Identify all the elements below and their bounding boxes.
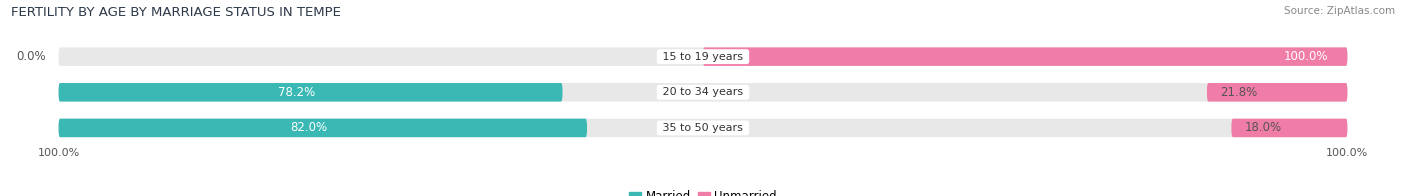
FancyBboxPatch shape (59, 119, 1347, 137)
FancyBboxPatch shape (1232, 119, 1347, 137)
FancyBboxPatch shape (59, 119, 588, 137)
Text: 100.0%: 100.0% (1326, 148, 1368, 158)
Text: 78.2%: 78.2% (278, 86, 315, 99)
Legend: Married, Unmarried: Married, Unmarried (624, 186, 782, 196)
Text: FERTILITY BY AGE BY MARRIAGE STATUS IN TEMPE: FERTILITY BY AGE BY MARRIAGE STATUS IN T… (11, 6, 342, 19)
Text: 100.0%: 100.0% (1284, 50, 1329, 63)
Text: 82.0%: 82.0% (291, 122, 328, 134)
FancyBboxPatch shape (59, 47, 1347, 66)
FancyBboxPatch shape (59, 83, 562, 102)
Text: 20 to 34 years: 20 to 34 years (659, 87, 747, 97)
Text: 21.8%: 21.8% (1220, 86, 1257, 99)
FancyBboxPatch shape (59, 83, 1347, 102)
Text: Source: ZipAtlas.com: Source: ZipAtlas.com (1284, 6, 1395, 16)
Text: 35 to 50 years: 35 to 50 years (659, 123, 747, 133)
Text: 18.0%: 18.0% (1244, 122, 1281, 134)
FancyBboxPatch shape (1206, 83, 1347, 102)
FancyBboxPatch shape (703, 47, 1347, 66)
Text: 0.0%: 0.0% (15, 50, 45, 63)
Text: 15 to 19 years: 15 to 19 years (659, 52, 747, 62)
Text: 100.0%: 100.0% (38, 148, 80, 158)
